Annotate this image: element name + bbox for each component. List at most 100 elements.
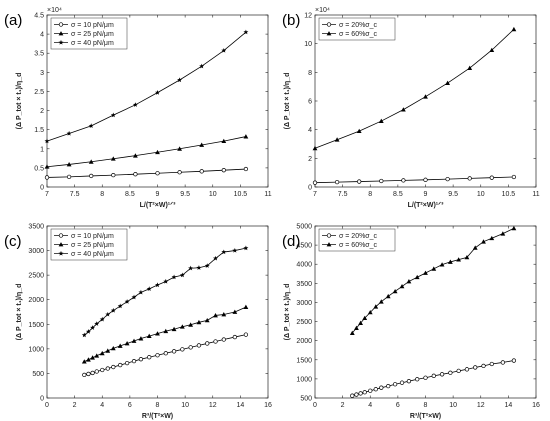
data-point [105,311,111,317]
data-point [399,283,405,289]
y-tick-label: 3 [40,70,44,77]
data-point [82,372,87,378]
data-point [117,343,123,348]
y-tick-label: 0 [40,396,44,403]
data-point [138,289,144,295]
x-tick-label: 4 [368,402,372,409]
data-point [312,180,318,185]
data-point [100,367,105,373]
y-tick-label: 2500 [28,273,44,280]
legend-entry: σ = 25 pN/μm [71,242,114,249]
data-point [163,351,168,356]
data-point [86,357,91,362]
y-tick-label: 1000 [296,376,312,383]
data-point [511,26,517,32]
data-point [368,388,373,393]
x-tick-label: 14 [236,402,244,409]
y-tick-label: 2000 [296,338,312,345]
data-point [349,330,355,335]
data-point [177,77,183,83]
data-point [66,130,72,136]
y-axis-label: (Δ P_tot × t₁)/η_d [16,73,23,130]
data-point [243,245,249,251]
data-point [367,309,373,315]
data-point [110,345,116,351]
data-point [180,347,185,352]
y-tick-label: 1500 [28,322,44,329]
y-tick-label: 3000 [296,300,312,307]
data-point [111,364,116,370]
data-point [133,172,138,177]
data-point [354,392,359,397]
y-exponent-label: ×10⁴ [47,7,62,14]
y-axis-label: (Δ P_tot × t₁)/η_d [284,284,291,341]
x-tick-label: 4 [100,402,104,409]
legend-marker [58,22,64,27]
data-point [179,272,185,278]
x-tick-label: 8 [424,402,428,409]
data-point [221,47,227,53]
y-tick-label: 10 [304,41,312,48]
y-tick-label: 1 [40,146,44,153]
data-point [81,332,87,338]
legend-box [318,228,396,252]
series-line [46,136,246,168]
data-point [511,358,517,363]
data-point [445,80,450,86]
x-tick-label: 0 [313,402,317,409]
series-line [46,31,247,142]
x-axis-label: L/(T²×W)¹ᐟ³ [408,201,444,209]
data-point [356,128,362,134]
data-point [131,294,137,300]
y-tick-label: 4 [40,32,44,39]
data-point [350,393,355,398]
data-point [44,138,50,144]
data-point [334,179,340,185]
x-tick-label: 10 [181,402,189,409]
data-point [243,29,249,35]
data-point [385,293,391,299]
data-point [155,89,160,95]
y-tick-label: 4000 [296,262,312,269]
data-point [155,149,160,155]
x-tick-label: 16 [264,402,272,409]
data-point [358,391,363,396]
data-point [373,387,378,392]
data-point [221,312,227,317]
data-point [511,174,517,180]
y-tick-label: 500 [300,396,312,403]
data-point [89,173,94,179]
data-point [110,156,116,161]
data-point [464,367,470,372]
data-point [464,254,470,260]
data-point [406,379,412,384]
data-point [423,270,428,275]
data-point [90,370,95,376]
x-tick-label: 7 [45,191,49,198]
data-point [171,349,177,354]
data-point [90,355,95,360]
y-axis-label: (Δ P_tot × t₁)/η_d [284,73,291,130]
data-point [392,288,398,294]
data-point [105,348,111,353]
x-tick-label: 9.5 [180,191,190,198]
legend-box [318,17,396,41]
data-point [204,263,210,268]
data-point [138,357,144,362]
x-axis-label: R³/(T²×W) [410,413,441,420]
x-tick-label: 2 [73,402,77,409]
data-point [44,175,50,180]
data-point [179,324,185,329]
x-tick-label: 8 [368,191,372,198]
data-point [379,385,384,390]
y-tick-label: 6 [308,99,312,106]
data-point [88,123,94,128]
data-point [124,341,130,346]
data-point [188,322,194,327]
data-point [439,262,445,267]
data-point [155,171,160,176]
y-tick-label: 0.5 [34,165,44,172]
legend-entry: σ = 25 pN/μm [71,31,114,38]
data-point [472,245,478,250]
data-point [473,365,478,370]
